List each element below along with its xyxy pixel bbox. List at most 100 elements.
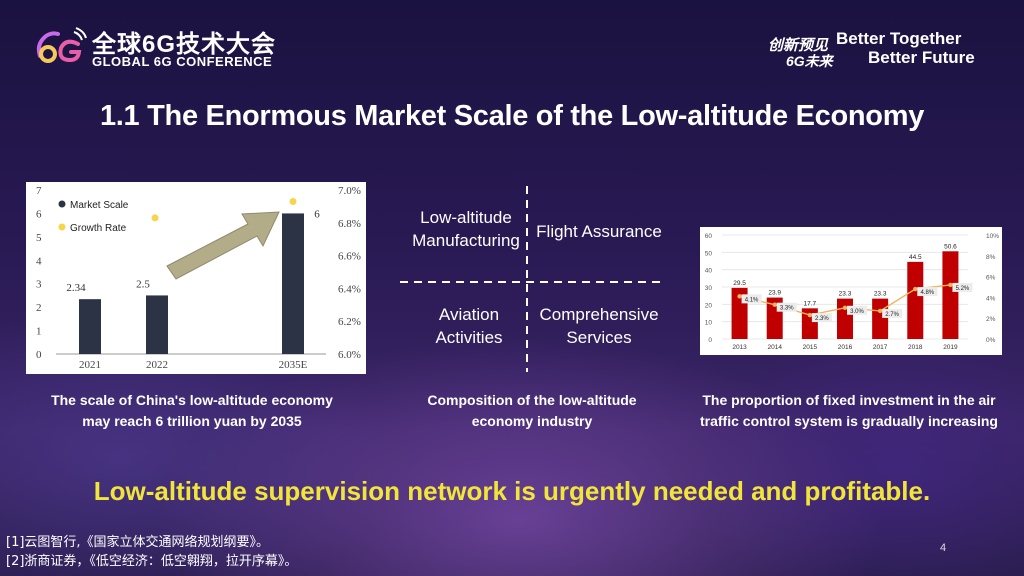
- proportion-label-box: [811, 313, 832, 323]
- y-tick-left: 5: [36, 232, 42, 244]
- market-scale-chart: 0 1 2 3 4 5 6 7 6.0% 6.2% 6.4% 6.6% 6.8% 7.0% 2021 2.34…: [36, 185, 361, 371]
- proportion-point: [842, 305, 848, 310]
- 6g-logo: [36, 27, 87, 63]
- y-tick-right: 6.8%: [338, 218, 361, 230]
- market-scale-bar: [146, 295, 168, 354]
- y-tick-left: 40: [705, 268, 713, 275]
- investment-bar: [872, 298, 889, 339]
- y-tick-right: 2%: [986, 316, 996, 323]
- proportion-label-box: [847, 305, 867, 315]
- slogan-cn-line1: 创新预见: [768, 37, 829, 54]
- x-tick-label: 2021: [79, 359, 101, 371]
- bar-value-label: 29.5: [733, 280, 746, 287]
- proportion-label-box: [776, 302, 797, 312]
- proportion-label-box: [952, 282, 973, 292]
- x-tick-label: 2015: [803, 344, 818, 351]
- market-scale-caption-line1: The scale of China's low-altitude econom…: [51, 392, 333, 408]
- bar-value-label: 23.3: [839, 291, 852, 298]
- bar-value-label: 6: [314, 208, 320, 220]
- proportion-value-label: 3.0%: [850, 309, 864, 315]
- atc-caption-line1: The proportion of fixed investment in th…: [702, 392, 996, 408]
- atc-caption-line2: traffic control system is gradually incr…: [700, 413, 998, 429]
- y-tick-left: 30: [705, 285, 713, 292]
- market-scale-caption: The scale of China's low-altitude econom…: [30, 390, 354, 432]
- bar-value-label: 2.5: [136, 278, 150, 290]
- quadrant-comprehensive-services: Comprehensive Services: [534, 303, 664, 349]
- x-tick-label: 2017: [873, 344, 888, 351]
- y-tick-left: 0: [708, 337, 712, 344]
- slogan-en-line2: Better Future: [868, 48, 975, 67]
- industry-caption-line2: economy industry: [471, 413, 593, 429]
- industry-composition-caption: Composition of the low-altitude economy …: [412, 390, 652, 432]
- quadrant-aviation-line2: Activities: [435, 328, 503, 347]
- y-tick-right: 10%: [986, 233, 999, 240]
- x-tick-label: 2014: [767, 344, 782, 351]
- proportion-value-label: 2.3%: [815, 316, 829, 322]
- legend-growth-rate-label: Growth Rate: [70, 223, 127, 234]
- proportion-point: [772, 302, 777, 307]
- proportion-value-label: 3.3%: [780, 306, 794, 312]
- y-tick-right: 6.0%: [338, 349, 361, 361]
- y-tick-left: 60: [705, 233, 713, 240]
- atc-investment-caption: The proportion of fixed investment in th…: [690, 390, 1008, 432]
- x-tick-label: 2018: [908, 344, 923, 351]
- proportion-point: [913, 286, 918, 292]
- market-scale-caption-line2: may reach 6 trillion yuan by 2035: [82, 413, 302, 429]
- growth-rate-point: [151, 214, 159, 222]
- proportion-label-box: [882, 308, 903, 318]
- proportion-value-label: 4.8%: [920, 290, 934, 296]
- quadrant-manufacturing-line2: Manufacturing: [412, 231, 520, 250]
- reference-2: [2]浙商证券，《低空经济：低空翱翔，拉开序幕》。: [6, 554, 298, 569]
- y-tick-left: 20: [705, 302, 713, 309]
- references: [1]云图智行,《国家立体交通网络规划纲要》。 [2]浙商证券，《低空经济：低空…: [6, 533, 297, 571]
- bar-value-label: 50.6: [944, 243, 957, 250]
- legend-market-scale-label: Market Scale: [70, 200, 129, 211]
- market-scale-chart-panel: 0 1 2 3 4 5 6 7 6.0% 6.2% 6.4% 6.6% 6.8% 7.0% 2021 2.34…: [26, 182, 366, 374]
- legend-growth-rate-marker: [58, 223, 66, 231]
- y-tick-left: 7: [36, 185, 42, 197]
- investment-bar: [907, 261, 924, 339]
- proportion-label-box: [917, 287, 938, 297]
- proportion-point: [807, 312, 813, 318]
- y-tick-left: 2: [36, 302, 42, 314]
- bar-value-label: 23.3: [874, 291, 887, 298]
- y-tick-right: 8%: [986, 254, 996, 261]
- quadrant-low-altitude-manufacturing: Low-altitude Manufacturing: [408, 206, 524, 252]
- industry-quadrant-dividers: [400, 186, 662, 372]
- investment-bar: [837, 298, 853, 339]
- quadrant-aviation-line1: Aviation: [438, 305, 500, 324]
- y-tick-right: 6.4%: [338, 283, 361, 295]
- bar-value-label: 17.7: [804, 300, 817, 307]
- x-tick-label: 2016: [838, 344, 853, 351]
- bar-value-label: 23.9: [768, 290, 781, 297]
- conference-name-cn: 全球6G技术大会: [92, 31, 277, 58]
- conference-name-en: GLOBAL 6G CONFERENCE: [92, 54, 273, 69]
- y-tick-right: 7.0%: [338, 185, 361, 197]
- x-tick-label: 2019: [943, 344, 958, 351]
- y-tick-left: 4: [36, 255, 42, 267]
- proportion-point: [948, 282, 953, 288]
- proportion-label-box: [741, 294, 762, 304]
- key-message: Low-altitude supervision network is urge…: [93, 476, 931, 506]
- y-tick-right: 4%: [986, 295, 996, 302]
- quadrant-manufacturing-line1: Low-altitude: [420, 208, 512, 227]
- legend-market-scale-marker: [58, 200, 66, 208]
- proportion-value-label: 5.2%: [956, 286, 970, 292]
- x-tick-label: 2013: [732, 344, 747, 351]
- growth-arrow: [166, 211, 280, 280]
- x-tick-label: 2022: [146, 359, 168, 371]
- investment-bar: [942, 251, 959, 339]
- industry-caption-line1: Composition of the low-altitude: [427, 392, 637, 408]
- market-scale-bar: [79, 299, 101, 354]
- quadrant-flight-assurance: Flight Assurance: [534, 220, 664, 243]
- reference-1: [1]云图智行,《国家立体交通网络规划纲要》。: [6, 535, 270, 550]
- y-tick-left: 50: [705, 250, 713, 257]
- y-tick-right: 0%: [986, 337, 996, 344]
- y-tick-right: 6.2%: [338, 316, 361, 328]
- bar-value-label: 44.5: [909, 254, 922, 261]
- atc-investment-chart: 0 10 20 30 40 50 60 0% 2% 4% 6% 8% 10% 29.5 2013 23.9 20…: [705, 233, 999, 351]
- market-scale-bar: [282, 213, 304, 354]
- y-tick-left: 10: [705, 320, 713, 327]
- y-tick-left: 6: [36, 208, 42, 220]
- atc-investment-chart-panel: 0 10 20 30 40 50 60 0% 2% 4% 6% 8% 10% 29.5 2013 23.9 20…: [700, 227, 1002, 355]
